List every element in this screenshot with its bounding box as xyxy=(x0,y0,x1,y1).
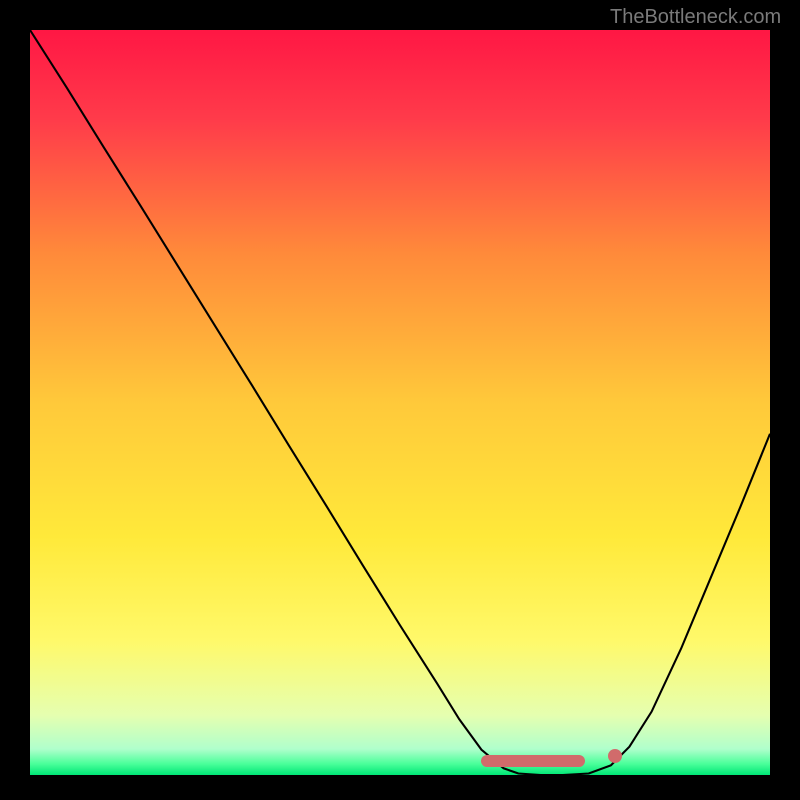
curve-path xyxy=(30,30,770,775)
optimal-range-marker xyxy=(481,755,585,767)
watermark: TheBottleneck.com xyxy=(610,6,781,29)
chart-plot-area xyxy=(30,30,770,775)
optimal-point-marker xyxy=(608,749,622,763)
bottleneck-curve xyxy=(30,30,770,775)
